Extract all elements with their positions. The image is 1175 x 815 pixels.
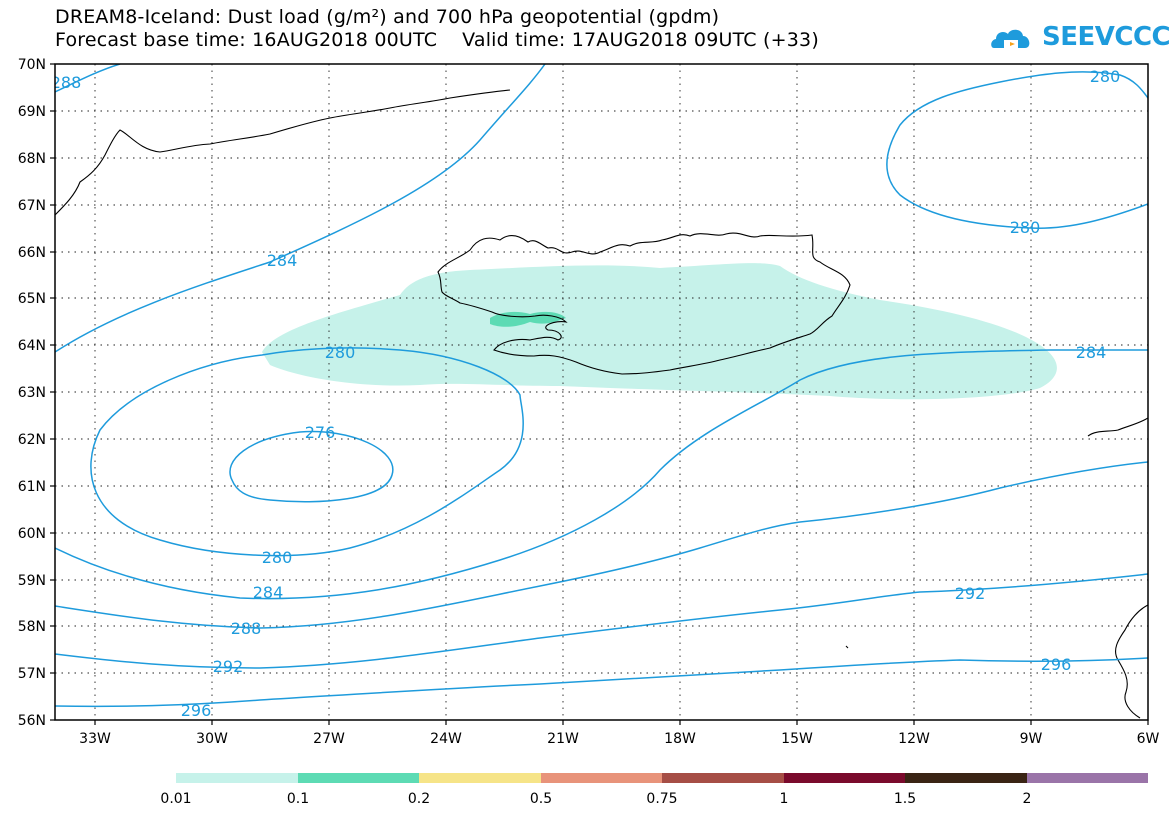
map-title: DREAM8-Iceland: Dust load (g/m²) and 700…: [55, 6, 720, 28]
contour-label: 296: [181, 701, 212, 720]
lat-label: 62N: [18, 432, 46, 448]
lon-label: 9W: [1020, 731, 1043, 747]
greenland-coastline: [55, 89, 511, 216]
colorbar-swatch: [784, 773, 905, 783]
lat-label: 65N: [18, 291, 46, 307]
contour-label: 288: [51, 73, 82, 92]
dust-area-light: [262, 263, 1057, 400]
colorbar-label: 2: [1023, 791, 1032, 807]
lat-label: 70N: [18, 57, 46, 73]
lon-label: 12W: [898, 731, 930, 747]
colorbar-swatch: [1027, 773, 1148, 783]
lon-label: 18W: [664, 731, 696, 747]
geopotential-contours: [55, 64, 1148, 708]
contour-label: 280: [1010, 218, 1041, 237]
lon-label: 27W: [313, 731, 345, 747]
lat-label: 61N: [18, 479, 46, 495]
lat-label: 56N: [18, 713, 46, 729]
colorbar-label: 1.5: [894, 791, 916, 807]
contour-label: 280: [1090, 67, 1121, 86]
colorbar-label: 0.1: [287, 791, 309, 807]
lat-label: 68N: [18, 151, 46, 167]
lat-label: 64N: [18, 338, 46, 354]
contour-label: 276: [305, 423, 336, 442]
seevccc-logo: [991, 29, 1030, 48]
colorbar-swatch: [905, 773, 1027, 783]
contour-label: 284: [267, 251, 298, 270]
lat-label: 60N: [18, 526, 46, 542]
contour-label: 296: [1041, 655, 1072, 674]
lon-label: 21W: [547, 731, 579, 747]
colorbar-label: 0.75: [646, 791, 677, 807]
logo-text: SEEVCCC: [1042, 22, 1171, 52]
contour-label: 292: [955, 584, 986, 603]
colorbar-swatch: [662, 773, 784, 783]
lon-label: 6W: [1137, 731, 1160, 747]
colorbar-swatch: [541, 773, 662, 783]
scotland-coastline: [1115, 604, 1148, 719]
contour-label: 284: [1076, 343, 1107, 362]
lat-label: 57N: [18, 666, 46, 682]
lat-label: 59N: [18, 573, 46, 589]
lat-label: 63N: [18, 385, 46, 401]
colorbar-swatch: [419, 773, 541, 783]
norway-coastline: [1087, 417, 1148, 437]
colorbar-swatch: [176, 773, 298, 783]
lat-label: 66N: [18, 245, 46, 261]
coastlines: [55, 89, 1148, 719]
lat-label: 58N: [18, 619, 46, 635]
lon-label: 30W: [196, 731, 228, 747]
tick-marks: [50, 63, 1149, 725]
contour-label: 292: [213, 657, 244, 676]
lon-label: 33W: [79, 731, 111, 747]
iceland-coastline: [437, 232, 851, 375]
contour-label: 280: [262, 548, 293, 567]
faroe-islands: [845, 645, 849, 649]
contour-label: 284: [253, 583, 284, 602]
colorbar-swatch: [298, 773, 419, 783]
colorbar: [176, 773, 1148, 783]
forecast-time-line: Forecast base time: 16AUG2018 00UTC Vali…: [55, 29, 819, 51]
colorbar-label: 0.01: [160, 791, 191, 807]
colorbar-label: 1: [780, 791, 789, 807]
lat-label: 69N: [18, 104, 46, 120]
contour-label: 288: [231, 619, 262, 638]
colorbar-label: 0.5: [530, 791, 552, 807]
colorbar-label: 0.2: [408, 791, 430, 807]
lat-label: 67N: [18, 198, 46, 214]
contour-label: 280: [325, 343, 356, 362]
lon-label: 15W: [781, 731, 813, 747]
lon-label: 24W: [430, 731, 462, 747]
